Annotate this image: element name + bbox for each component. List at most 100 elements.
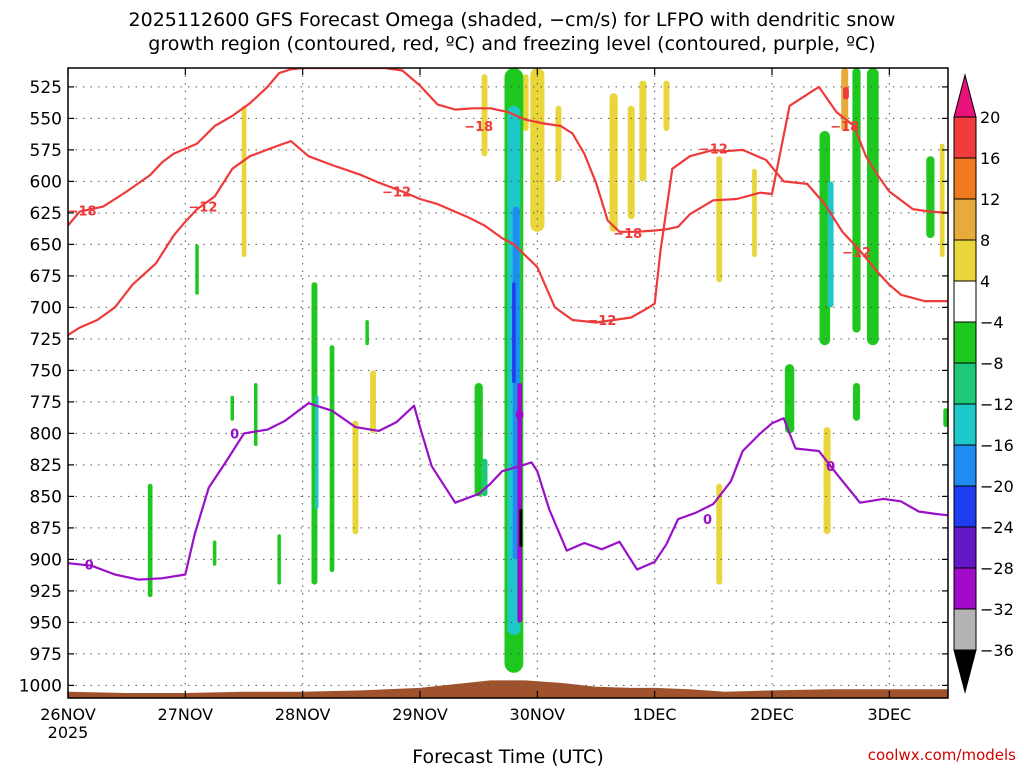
colorbar-bin-11 <box>953 567 977 610</box>
y-tick-label-1000: 1000 <box>19 676 62 696</box>
y-tick-label-850: 850 <box>30 487 62 507</box>
contour-label-0-0: −18 <box>68 204 97 219</box>
x-tick-label-3: 29NOV <box>392 705 448 724</box>
y-tick-label-650: 650 <box>30 235 62 255</box>
colorbar-label-12: −32 <box>980 600 1014 619</box>
colorbar: 20 16 12 8 4 −4 −8 −12 −16 −20 −24 −28 −32 −36 <box>953 73 1014 694</box>
omega-cell-8 <box>481 74 488 157</box>
contour-label-1-3: −12 <box>699 143 728 158</box>
omega-cell-20 <box>852 68 861 333</box>
y-tick-label-900: 900 <box>30 550 62 570</box>
colorbar-label-13: −36 <box>980 641 1014 660</box>
omega-cell-12 <box>352 420 359 535</box>
y-tick-label-875: 875 <box>30 519 62 539</box>
colorbar-bin-2 <box>953 198 977 241</box>
x-axis-title: Forecast Time (UTC) <box>412 746 603 768</box>
contour-label-2-1: 0 <box>230 427 239 442</box>
y-tick-label-750: 750 <box>30 361 62 381</box>
contour-label-0-2: −18 <box>613 227 642 242</box>
isotherm-line-0 <box>68 68 948 233</box>
colorbar-label-8: −16 <box>980 436 1014 455</box>
omega-cell-5 <box>752 168 757 257</box>
omega-cell-3 <box>663 80 670 131</box>
omega-cell-10 <box>241 105 247 257</box>
site-credit: coolwx.com/models <box>867 746 1016 764</box>
y-tick-label-925: 925 <box>30 582 62 602</box>
y-tick-label-625: 625 <box>30 204 62 224</box>
colorbar-bin-9 <box>953 485 977 528</box>
omega-cell-14 <box>823 427 831 535</box>
omega-cell-31 <box>519 509 523 547</box>
y-tick-label-525: 525 <box>30 78 62 98</box>
y-tick-label-700: 700 <box>30 298 62 318</box>
isotherm-line-2 <box>68 402 948 581</box>
colorbar-label-2: 12 <box>980 190 1000 209</box>
omega-cell-9 <box>522 74 529 131</box>
omega-cell-40 <box>147 483 153 598</box>
colorbar-bin-10 <box>953 526 977 569</box>
colorbar-bin-0 <box>953 116 977 159</box>
contour-label-2-2: 0 <box>515 409 524 424</box>
colorbar-label-7: −12 <box>980 395 1014 414</box>
colorbar-label-1: 16 <box>980 149 1000 168</box>
omega-cell-41 <box>365 320 369 346</box>
omega-cell-29 <box>512 282 516 383</box>
colorbar-top-arrow <box>953 73 977 118</box>
omega-cell-37 <box>254 383 258 446</box>
omega-cell-43 <box>212 540 217 566</box>
x-year-label: 2025 <box>48 723 89 742</box>
y-tick-label-725: 725 <box>30 330 62 350</box>
omega-cell-4 <box>716 156 723 283</box>
x-tick-label-2: 28NOV <box>275 705 331 724</box>
x-tick-label-4: 30NOV <box>510 705 566 724</box>
omega-cell-7 <box>555 105 562 182</box>
omega-cell-2 <box>639 80 647 182</box>
colorbar-label-10: −24 <box>980 518 1014 537</box>
x-tick-label-5: 1DEC <box>633 705 677 724</box>
plot-frame <box>67 67 949 699</box>
x-tick-label-6: 2DEC <box>750 705 794 724</box>
omega-cell-36 <box>329 345 335 572</box>
y-tick-label-825: 825 <box>30 456 62 476</box>
y-tick-label-675: 675 <box>30 267 62 287</box>
y-tick-label-550: 550 <box>30 109 62 129</box>
omega-shading-layer <box>147 68 948 673</box>
colorbar-bin-1 <box>953 157 977 200</box>
omega-cell-16 <box>843 86 849 100</box>
axes-layer: 525 550 575 600 625 650 675 700 725 750 775 800 825 8… <box>19 67 949 742</box>
omega-cell-17 <box>939 143 945 257</box>
colorbar-label-6: −8 <box>980 354 1004 373</box>
colorbar-label-9: −20 <box>980 477 1014 496</box>
contour-label-1-1: −12 <box>382 186 411 201</box>
contour-label-0-3: −18 <box>830 120 859 135</box>
colorbar-bottom-arrow <box>953 649 977 694</box>
omega-cell-23 <box>784 364 795 434</box>
omega-cell-30 <box>517 383 523 623</box>
omega-cell-35 <box>315 395 319 509</box>
contour-label-layer: −18 −18 −18 −18 −12 −12 −12 −12 −12 0 0 0 0 0 <box>68 120 871 573</box>
terrain-surface <box>68 680 948 698</box>
terrain-layer <box>68 680 948 698</box>
contour-label-0-1: −18 <box>464 120 493 135</box>
omega-cell-21 <box>867 68 879 346</box>
x-tick-label-0: 26NOV <box>40 705 96 724</box>
omega-cell-6 <box>530 68 545 232</box>
colorbar-label-4: 4 <box>980 272 990 291</box>
x-tick-label-7: 3DEC <box>867 705 911 724</box>
omega-cell-19 <box>827 181 834 308</box>
y-tick-label-600: 600 <box>30 172 62 192</box>
grid-layer <box>68 68 948 698</box>
colorbar-bin-7 <box>953 403 977 446</box>
omega-cell-0 <box>609 93 618 232</box>
contour-label-1-0: −12 <box>188 201 217 216</box>
omega-cell-38 <box>230 395 234 421</box>
colorbar-bin-6 <box>953 362 977 405</box>
y-tick-label-575: 575 <box>30 141 62 161</box>
x-tick-label-1: 27NOV <box>158 705 214 724</box>
y-tick-label-950: 950 <box>30 613 62 633</box>
omega-cell-34 <box>311 282 318 585</box>
colorbar-label-0: 20 <box>980 108 1000 127</box>
colorbar-bin-3 <box>953 239 977 282</box>
isotherm-layer <box>68 68 948 581</box>
